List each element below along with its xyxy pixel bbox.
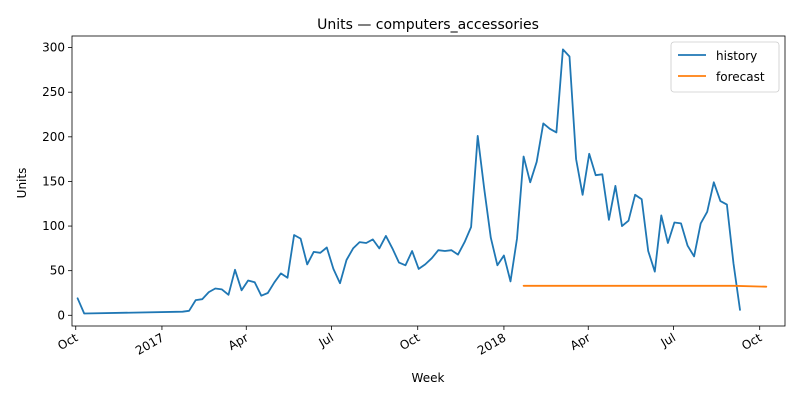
x-tick-label: Apr bbox=[226, 330, 251, 353]
x-tick-label: Oct bbox=[739, 330, 764, 353]
y-tick-label: 300 bbox=[42, 41, 65, 55]
y-tick-label: 50 bbox=[50, 264, 65, 278]
chart-title: Units — computers_accessories bbox=[317, 17, 539, 33]
legend-label-history: history bbox=[716, 49, 757, 63]
x-axis: Oct 2017 Apr Jul Oct 2018 Apr Jul Oct bbox=[55, 326, 764, 358]
series-line-history bbox=[76, 48, 741, 315]
x-tick-label: Apr bbox=[568, 330, 593, 353]
plot-area bbox=[76, 48, 768, 315]
x-tick-label: Oct bbox=[55, 330, 80, 353]
x-tick-label: Jul bbox=[658, 330, 678, 350]
y-tick-label: 100 bbox=[42, 219, 65, 233]
legend: history forecast bbox=[670, 41, 780, 93]
y-axis-title: Units bbox=[15, 168, 29, 199]
y-axis: 0 50 100 150 200 250 300 bbox=[42, 41, 72, 322]
x-axis-title: Week bbox=[412, 371, 445, 385]
y-tick-label: 200 bbox=[42, 130, 65, 144]
x-tick-label: Oct bbox=[397, 330, 422, 353]
x-tick-label: 2017 bbox=[133, 330, 166, 357]
y-tick-label: 150 bbox=[42, 174, 65, 188]
plot-frame bbox=[71, 35, 786, 327]
series-line-forecast bbox=[522, 284, 768, 288]
y-tick-label: 250 bbox=[42, 85, 65, 99]
y-tick-label: 0 bbox=[57, 308, 65, 322]
legend-label-forecast: forecast bbox=[716, 70, 765, 84]
x-tick-label: 2018 bbox=[475, 330, 508, 357]
x-tick-label: Jul bbox=[316, 330, 336, 350]
